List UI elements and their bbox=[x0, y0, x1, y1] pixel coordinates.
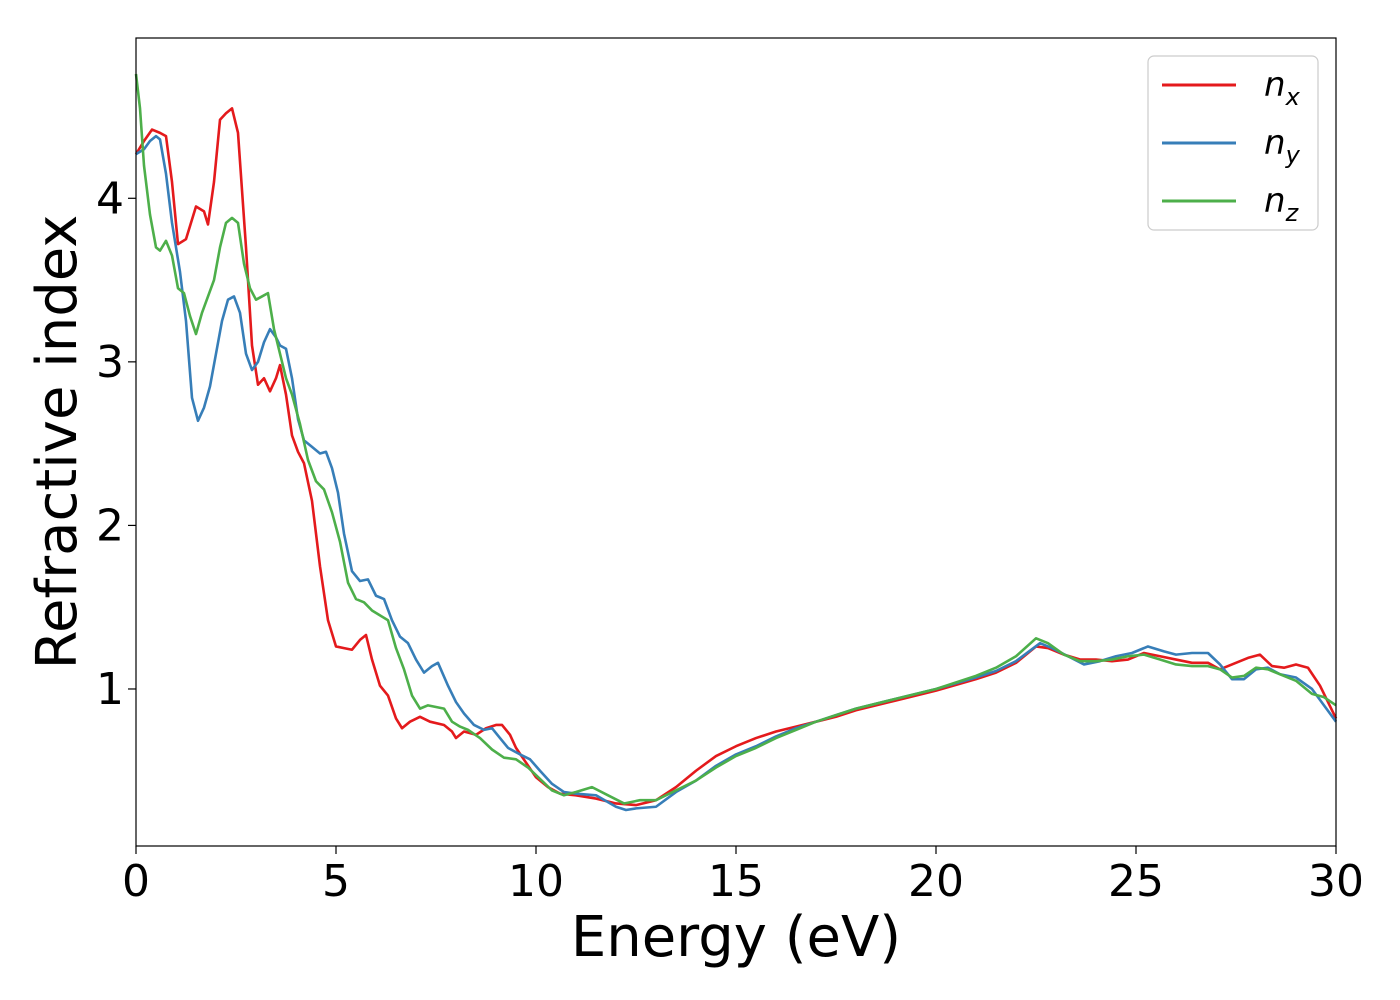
x-tick-label: 25 bbox=[1108, 856, 1164, 907]
x-tick-label: 10 bbox=[508, 856, 564, 907]
x-tick-label: 20 bbox=[908, 856, 964, 907]
legend-label-x: nx bbox=[1264, 65, 1301, 111]
x-axis-label: Energy (eV) bbox=[571, 905, 901, 970]
legend-label-y: ny bbox=[1264, 123, 1301, 169]
y-axis: 1 2 3 4 bbox=[96, 173, 136, 715]
y-axis-label: Refractive index bbox=[25, 215, 90, 670]
x-axis: 0 5 10 15 20 25 30 bbox=[122, 846, 1364, 907]
series-line-z bbox=[134, 73, 1337, 805]
legend: nx ny nz bbox=[1147, 55, 1319, 231]
y-tick-label: 1 bbox=[96, 664, 124, 715]
x-tick-label: 15 bbox=[708, 856, 764, 907]
x-tick-label: 5 bbox=[322, 856, 350, 907]
series-line-y bbox=[135, 134, 1338, 812]
x-tick-label: 30 bbox=[1308, 856, 1364, 907]
y-tick-label: 4 bbox=[96, 173, 124, 224]
x-tick-label: 0 bbox=[122, 856, 150, 907]
series-layer bbox=[134, 73, 1338, 812]
y-tick-label: 2 bbox=[96, 500, 124, 551]
y-tick-label: 3 bbox=[96, 337, 124, 388]
legend-label-z: nz bbox=[1264, 181, 1300, 227]
